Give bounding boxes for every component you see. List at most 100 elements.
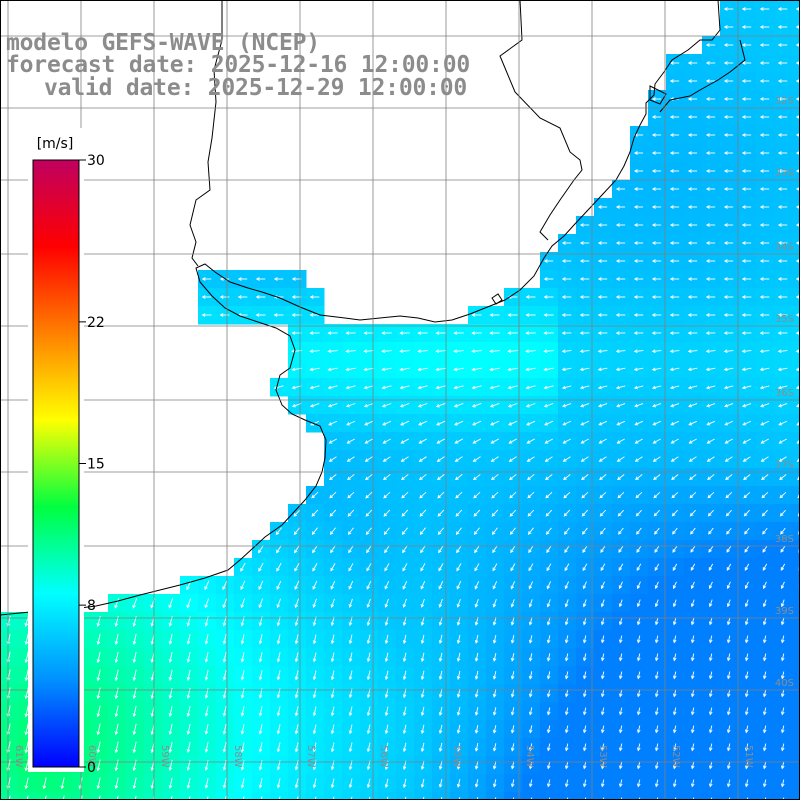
wind-arrow [384, 545, 390, 554]
wind-arrow [561, 277, 572, 281]
wind-arrow [669, 367, 680, 372]
wind-arrow [258, 580, 264, 590]
wind-arrow [472, 438, 481, 444]
wind-arrow [168, 777, 173, 789]
wind-arrow [346, 474, 355, 481]
wind-arrow [437, 491, 445, 499]
wind-arrow [546, 581, 552, 590]
wind-arrow [759, 259, 770, 263]
wind-arrow [759, 223, 770, 227]
wind-arrow [528, 671, 533, 680]
wind-arrow [653, 492, 661, 499]
wind-arrow [708, 689, 713, 698]
wind-arrow [634, 403, 644, 408]
wind-arrow [708, 617, 713, 626]
wind-arrow [723, 61, 734, 65]
wind-arrow [762, 527, 768, 535]
wind-arrow [312, 742, 317, 753]
wind-arrow [456, 706, 461, 716]
wind-arrow [618, 563, 624, 572]
wind-arrow [294, 706, 299, 717]
wind-arrow [638, 797, 641, 800]
wind-arrow [723, 115, 734, 119]
wind-arrow [651, 313, 662, 317]
wind-arrow [618, 707, 623, 716]
wind-arrow [707, 492, 715, 499]
wind-arrow [669, 331, 680, 335]
wind-arrow [363, 403, 374, 408]
wind-arrow [346, 420, 356, 426]
wind-arrow [780, 635, 785, 644]
wind-arrow [617, 474, 625, 481]
wind-arrow [366, 545, 372, 554]
wind-arrow [782, 797, 785, 800]
wind-arrow [508, 420, 518, 426]
wind-arrow [654, 725, 659, 734]
wind-arrow [726, 725, 731, 734]
wind-arrow [795, 43, 800, 47]
wind-arrow [114, 669, 119, 682]
wind-arrow [528, 599, 533, 608]
wind-arrow [669, 133, 680, 137]
wind-arrow [509, 491, 517, 499]
wind-arrow [96, 651, 101, 664]
wind-arrow [726, 599, 731, 608]
wind-arrow [705, 385, 716, 390]
wind-arrow [672, 671, 677, 680]
colorbar-tick-label: 30 [87, 153, 105, 169]
wind-arrow [365, 509, 373, 517]
wind-arrow [363, 367, 374, 372]
wind-arrow [600, 617, 605, 626]
wind-arrow [726, 779, 731, 788]
wind-arrow [258, 562, 264, 572]
wind-arrow [494, 797, 497, 800]
wind-arrow [206, 796, 209, 800]
wind-arrow [582, 671, 587, 680]
wind-arrow [366, 706, 371, 717]
wind-arrow [761, 474, 769, 481]
wind-arrow [330, 706, 335, 717]
wind-arrow [525, 403, 536, 408]
wind-arrow [471, 403, 482, 408]
wind-arrow [777, 349, 788, 354]
wind-arrow [759, 331, 770, 335]
model-title: modelo GEFS-WAVE (NCEP) [6, 30, 320, 56]
wind-arrow [759, 187, 770, 191]
wind-arrow [471, 367, 482, 372]
wind-arrow [672, 689, 677, 698]
wind-arrow [566, 797, 569, 800]
wind-arrow [456, 581, 462, 590]
wind-arrow [726, 671, 731, 680]
wind-arrow [204, 777, 209, 789]
wind-arrow [723, 223, 734, 227]
wind-arrow [438, 598, 443, 608]
wind-arrow [687, 277, 698, 281]
wind-arrow [400, 438, 409, 444]
wind-arrow [366, 634, 371, 645]
wind-arrow [347, 491, 355, 499]
wind-arrow [634, 438, 643, 444]
wind-arrow [420, 778, 425, 789]
wind-arrow [759, 43, 770, 47]
wind-arrow [579, 223, 590, 227]
wind-arrow [420, 706, 425, 717]
wind-arrow [564, 563, 570, 572]
wind-arrow [618, 689, 623, 698]
wind-arrow [795, 61, 800, 65]
wind-arrow [688, 456, 697, 462]
wind-arrow [726, 617, 731, 626]
wind-arrow [381, 367, 392, 372]
wind-arrow [705, 277, 716, 281]
wind-arrow [312, 706, 317, 717]
longitude-label: 51W [743, 745, 754, 768]
wind-arrow [669, 277, 680, 281]
wind-arrow [222, 670, 227, 681]
colorbar-unit-label: [m/s] [37, 136, 74, 152]
wind-arrow [309, 295, 320, 299]
wind-arrow [796, 403, 800, 408]
wind-arrow [670, 403, 680, 408]
latitude-label: 37S [775, 460, 794, 471]
wind-arrow [597, 223, 608, 227]
wind-arrow [705, 97, 716, 101]
